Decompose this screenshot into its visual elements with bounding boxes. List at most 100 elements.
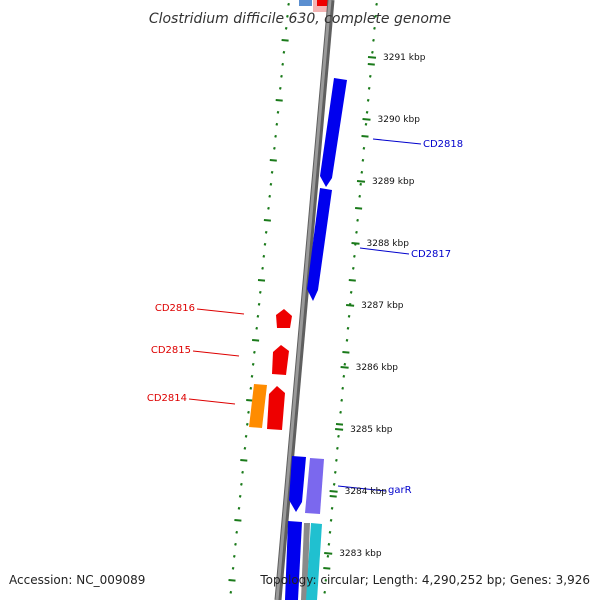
- gc-skew-mark: [348, 279, 356, 282]
- cds-gar-r: [289, 456, 306, 512]
- gc-skew-mark: [329, 495, 337, 498]
- leader-cd2817: [359, 247, 410, 255]
- gc-skew-mark: [353, 254, 356, 258]
- scale-tick-mark: [324, 552, 333, 555]
- gc-skew-mark: [371, 50, 374, 54]
- cds-bottom-blue: [285, 521, 302, 600]
- gc-skew-mark: [249, 386, 253, 390]
- gc-skew-mark: [256, 314, 260, 318]
- gc-skew-mark: [326, 554, 330, 558]
- gc-skew-mark: [324, 578, 328, 582]
- gc-skew-mark: [244, 434, 248, 438]
- gc-skew-mark: [269, 182, 273, 186]
- gc-skew-mark: [333, 470, 337, 474]
- gc-skew-mark: [263, 242, 267, 246]
- gc-skew-mark: [286, 14, 289, 18]
- gc-skew-mark: [245, 422, 249, 426]
- feature-cyan-bottom: [306, 523, 322, 600]
- gc-skew-mark: [364, 122, 368, 126]
- scale-tick-label: 3291 kbp: [383, 53, 426, 63]
- gc-skew-mark: [250, 374, 254, 378]
- gc-skew-mark: [340, 398, 344, 402]
- gc-skew-mark: [368, 74, 372, 78]
- scale-tick-mark: [340, 366, 349, 369]
- gc-skew-mark: [276, 110, 280, 114]
- gc-skew-mark: [238, 494, 242, 498]
- scale-tick-label: 3290 kbp: [378, 115, 421, 125]
- gc-skew-mark: [365, 110, 369, 114]
- leader-cd2814: [188, 398, 236, 405]
- gc-skew-track-inner: [228, 2, 290, 594]
- accession-text: Accession: NC_009089: [9, 573, 146, 587]
- map-title: Clostridium difficile 630, complete geno…: [149, 11, 451, 27]
- gc-skew-mark: [247, 410, 250, 414]
- gc-skew-mark: [234, 519, 242, 522]
- gc-skew-mark: [262, 254, 266, 258]
- gc-skew-mark: [359, 182, 363, 186]
- gene-label-leaders: [188, 138, 422, 492]
- gc-skew-mark: [347, 314, 351, 318]
- gc-skew-mark: [337, 434, 340, 438]
- scale-tick-label: 3284 kbp: [345, 487, 388, 497]
- gc-skew-mark: [356, 218, 359, 222]
- leader-cd2818: [372, 138, 422, 145]
- cds-cd2817: [307, 188, 332, 301]
- gc-skew-mark: [240, 482, 243, 486]
- gc-skew-mark: [246, 399, 254, 402]
- cds-cd2814: [267, 386, 285, 430]
- gc-skew-mark: [343, 362, 347, 366]
- gc-skew-mark: [282, 50, 286, 54]
- gc-skew-mark: [257, 302, 261, 306]
- gc-skew-mark: [287, 2, 290, 6]
- gc-skew-mark: [341, 386, 345, 390]
- gc-skew-mark: [335, 423, 344, 426]
- gene-label-gar-r: garR: [388, 485, 412, 496]
- scale-tick-mark: [362, 118, 371, 121]
- gc-skew-mark: [274, 134, 277, 138]
- gc-skew-mark: [257, 279, 266, 282]
- backbone: [275, 0, 332, 600]
- scale-tick-mark: [351, 242, 360, 245]
- scale-tick-mark: [335, 428, 344, 431]
- gc-skew-mark: [258, 290, 262, 294]
- leader-cd2815: [192, 350, 240, 357]
- gc-skew-mark: [237, 506, 241, 510]
- gc-skew-mark: [229, 590, 233, 594]
- gc-skew-mark: [235, 530, 239, 534]
- gc-skew-mark: [367, 86, 371, 90]
- gc-skew-mark: [339, 410, 342, 414]
- cds-cd2815: [272, 345, 289, 375]
- gc-skew-mark: [327, 542, 331, 546]
- scale-tick-label: 3287 kbp: [361, 301, 404, 311]
- scale-tick-label: 3288 kbp: [367, 239, 410, 249]
- gene-label-cd2816: CD2816: [155, 303, 195, 314]
- gc-skew-mark: [335, 458, 338, 462]
- feature-track: [249, 78, 347, 600]
- scale-tick-mark: [346, 304, 355, 307]
- gc-skew-mark: [366, 98, 370, 102]
- gc-skew-mark: [342, 351, 350, 354]
- scale-ticks: 3291 kbp 3290 kbp 3289 kbp 3288 kbp 3287 kbp…: [324, 53, 426, 559]
- gc-skew-mark: [252, 339, 260, 342]
- gc-skew-mark: [280, 74, 283, 78]
- gc-skew-mark: [284, 26, 288, 30]
- gc-skew-mark: [372, 38, 375, 42]
- gc-skew-mark: [361, 135, 369, 138]
- gc-skew-mark: [375, 2, 378, 6]
- gc-skew-mark: [243, 446, 247, 450]
- gc-skew-mark: [268, 194, 272, 198]
- gc-skew-mark: [275, 99, 283, 102]
- genome-summary-text: Topology: circular; Length: 4,290,252 bp…: [260, 573, 590, 587]
- gc-skew-mark: [336, 446, 339, 450]
- gc-skew-mark: [240, 459, 248, 462]
- gc-skew-mark: [281, 39, 289, 42]
- gene-label-cd2815: CD2815: [151, 345, 191, 356]
- gc-skew-mark: [264, 230, 268, 234]
- scale-tick-mark: [329, 490, 338, 493]
- gc-skew-mark: [253, 350, 256, 354]
- scale-tick-label: 3285 kbp: [350, 425, 393, 435]
- gc-skew-mark: [278, 86, 282, 90]
- gc-skew-mark: [270, 170, 274, 174]
- gc-skew-mark: [367, 63, 375, 66]
